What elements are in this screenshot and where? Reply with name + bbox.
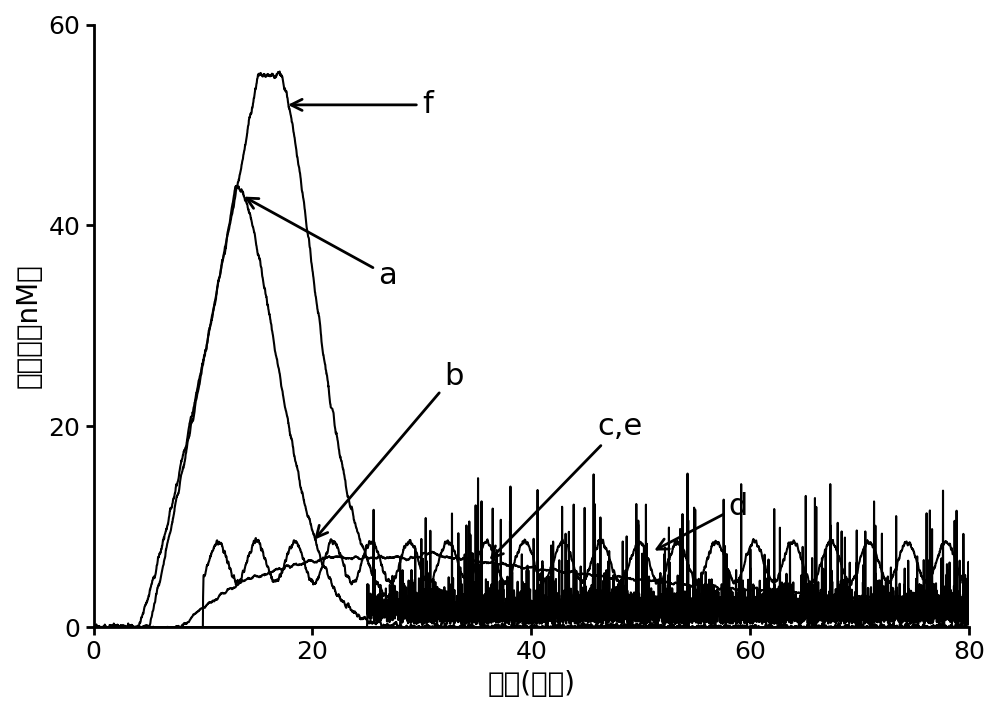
Text: f: f [291, 91, 433, 119]
Text: a: a [247, 198, 397, 290]
Y-axis label: 凝血酶（nM）: 凝血酶（nM） [15, 264, 43, 389]
X-axis label: 时间(分钟): 时间(分钟) [487, 670, 575, 698]
Text: d: d [657, 492, 748, 549]
Text: c,e: c,e [492, 412, 642, 558]
Text: b: b [316, 361, 463, 538]
